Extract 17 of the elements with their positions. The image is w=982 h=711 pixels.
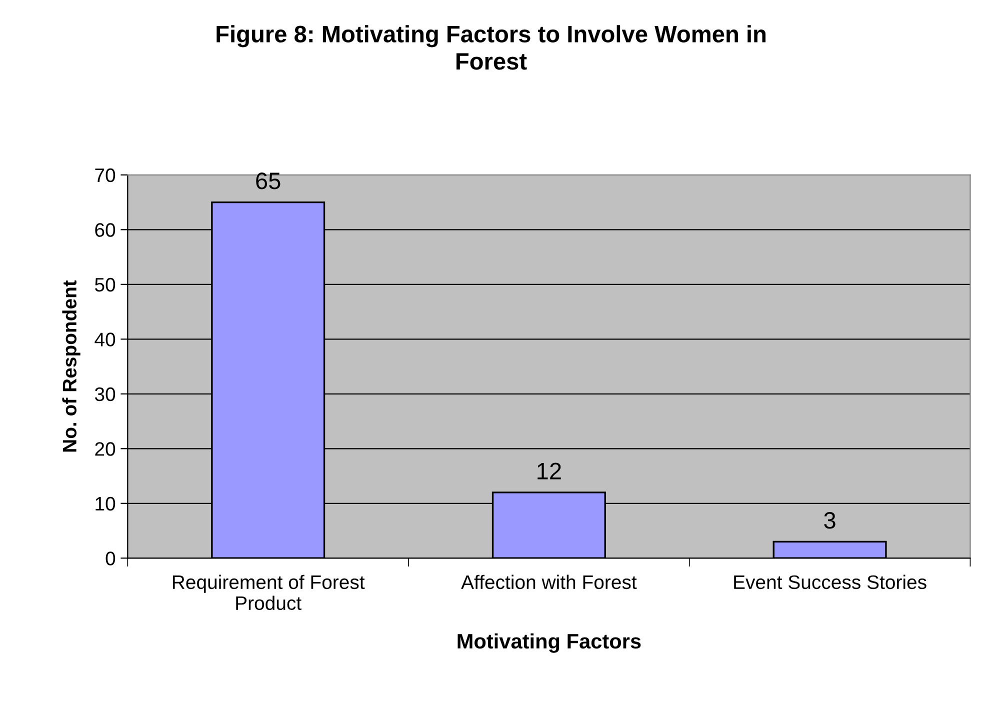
y-tick-label: 10 <box>96 496 116 511</box>
y-tick-label: 40 <box>94 332 116 346</box>
x-tick-label: Requirement of Forest Product <box>172 574 365 610</box>
y-tick-label: 50 <box>95 278 116 292</box>
y-tick-label: 30 <box>94 387 116 402</box>
x-tick-label: Event Success Stories <box>734 574 926 590</box>
x-tick-label: Affection with Forest <box>461 574 637 590</box>
y-tick-label: 60 <box>95 223 116 237</box>
data-label: 65 <box>256 172 280 190</box>
y-tick-label: 20 <box>95 442 116 456</box>
x-axis-title: Motivating Factors <box>458 633 641 653</box>
y-tick-label: 0 <box>106 552 116 566</box>
data-label: 12 <box>538 462 561 480</box>
y-axis-title: No. of Respondent <box>62 280 80 452</box>
y-tick-label: 70 <box>95 168 116 182</box>
data-label: 3 <box>824 512 836 529</box>
chart-title: Figure 8: Motivating Factors to Involve Women in Forest <box>216 25 766 70</box>
